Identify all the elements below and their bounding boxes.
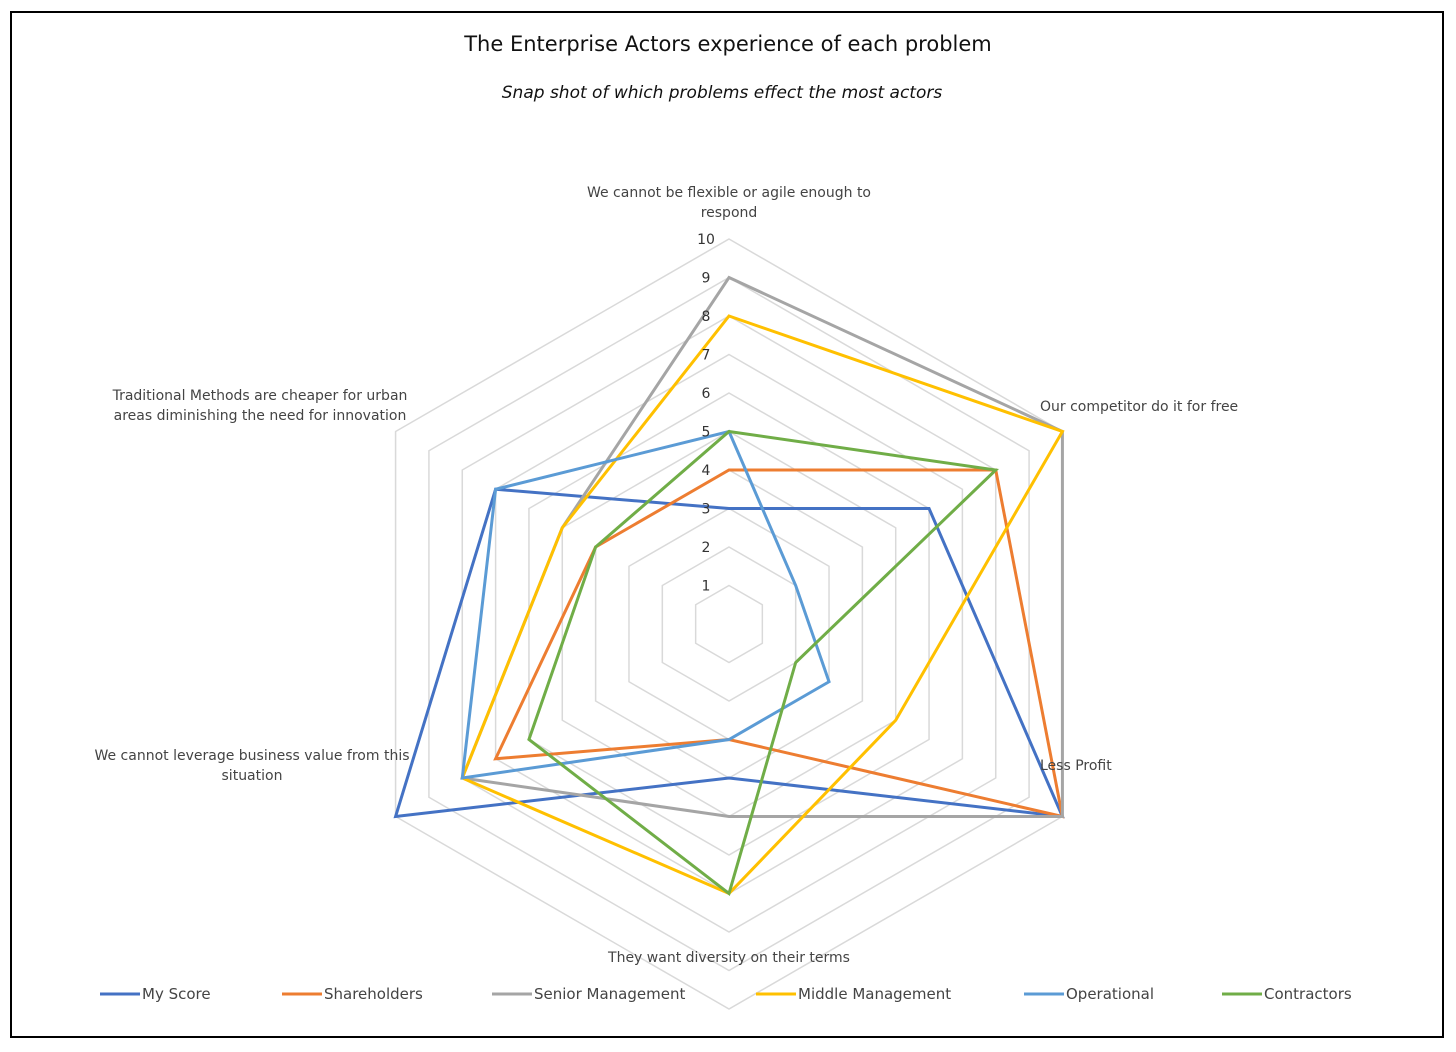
series-line-contractors [527, 429, 999, 897]
legend-label: Senior Management [534, 985, 685, 1003]
grid-ring [561, 430, 897, 818]
grid-ring [494, 353, 964, 895]
tick-label: 4 [702, 463, 711, 479]
category-label: Less Profit [1040, 758, 1112, 774]
radial-tick-labels: 1 2 3 4 5 6 7 8 9 10 [697, 232, 715, 595]
chart-title: The Enterprise Actors experience of each… [463, 32, 992, 56]
grid-ring [661, 546, 797, 702]
series-line-operational [460, 429, 831, 780]
grid-ring [428, 276, 1030, 972]
grid-ring [694, 584, 764, 664]
tick-label: 6 [702, 386, 711, 402]
grid-ring [461, 315, 997, 933]
category-label: We cannot be flexible or agile enough to… [587, 185, 871, 221]
tick-label: 9 [702, 271, 711, 287]
legend: My Score Shareholders Senior Management Mid… [100, 985, 1352, 1003]
grid-ring [594, 469, 864, 779]
category-label: Traditional Methods are cheaper for urba… [112, 388, 408, 424]
chart-subtitle: Snap shot of which problems effect the m… [502, 83, 943, 103]
legend-label: My Score [142, 985, 211, 1003]
category-label: We cannot leverage business value from t… [94, 748, 409, 784]
series-line-shareholders [493, 468, 1065, 819]
category-label: They want diversity on their terms [607, 950, 850, 966]
tick-label: 5 [702, 425, 711, 441]
category-label: Our competitor do it for free [1040, 399, 1238, 415]
legend-label: Shareholders [324, 985, 423, 1003]
legend-label: Contractors [1264, 985, 1352, 1003]
legend-label: Operational [1066, 985, 1154, 1003]
category-labels: We cannot be flexible or agile enough to… [94, 185, 1238, 966]
series-line-senior-management [460, 275, 1064, 818]
grid-ring [628, 507, 830, 741]
tick-label: 7 [702, 348, 711, 364]
tick-label: 1 [702, 579, 711, 595]
chart-frame [10, 11, 1444, 1038]
tick-label: 2 [702, 540, 711, 556]
tick-label: 8 [702, 309, 711, 325]
tick-label: 10 [697, 232, 715, 248]
tick-label: 3 [702, 502, 711, 518]
radar-series [393, 275, 1065, 897]
legend-label: Middle Management [798, 985, 951, 1003]
